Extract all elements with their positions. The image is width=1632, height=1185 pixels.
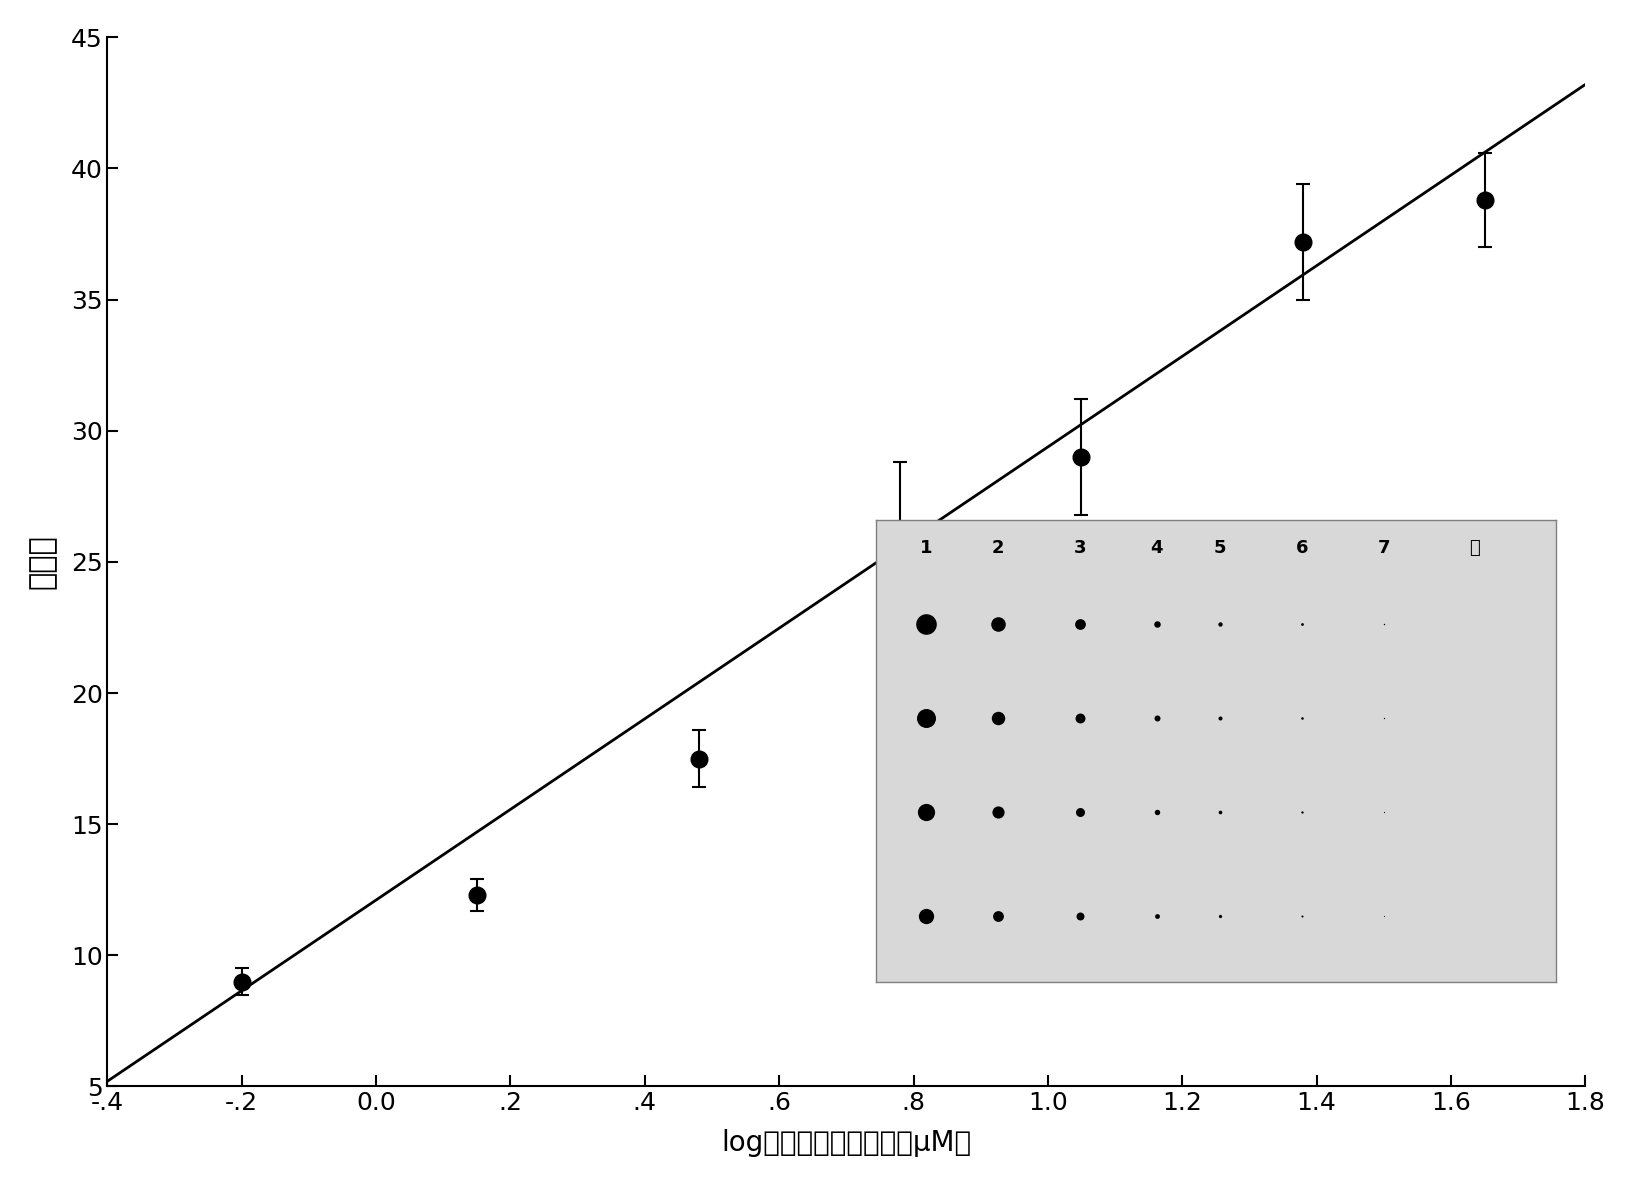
X-axis label: log（寡核苷酸探针）（μM）: log（寡核苷酸探针）（μM） [721, 1129, 971, 1158]
Y-axis label: 灰度値: 灰度値 [28, 534, 57, 589]
